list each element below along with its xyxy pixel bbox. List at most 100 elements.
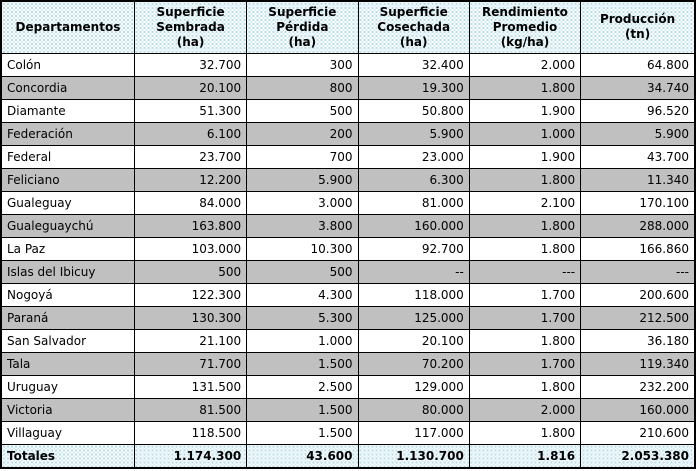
produccion-cell: 232.200 xyxy=(580,374,696,399)
department-cell: Islas del Ibicuy xyxy=(0,259,135,284)
table-row: Gualeguaychú 163.800 3.800 160.000 1.800 288.… xyxy=(0,213,696,238)
rendimiento-cell: 1.700 xyxy=(468,282,582,307)
sembrada-cell: 20.100 xyxy=(133,75,248,100)
department-cell: Nogoyá xyxy=(0,282,135,307)
table-row: Uruguay 131.500 2.500 129.000 1.800 232.200 xyxy=(0,374,696,399)
department-cell: Federal xyxy=(0,144,135,169)
rendimiento-cell: 1.800 xyxy=(468,75,582,100)
sembrada-cell: 6.100 xyxy=(133,121,248,146)
table-row: Paraná 130.300 5.300 125.000 1.700 212.500 xyxy=(0,305,696,330)
produccion-cell: 96.520 xyxy=(580,98,696,123)
sembrada-cell: 500 xyxy=(133,259,248,284)
cosechada-cell: 92.700 xyxy=(357,236,470,261)
rendimiento-cell: 2.100 xyxy=(468,190,582,215)
rendimiento-cell: 2.000 xyxy=(468,52,582,77)
table-row: Islas del Ibicuy 500 500 -- --- --- xyxy=(0,259,696,284)
perdida-cell: 1.500 xyxy=(246,420,359,445)
totals-cosechada-cell: 1.130.700 xyxy=(357,443,470,469)
rendimiento-cell: 1.000 xyxy=(468,121,582,146)
sembrada-cell: 131.500 xyxy=(133,374,248,399)
perdida-cell: 4.300 xyxy=(246,282,359,307)
rendimiento-cell: 1.800 xyxy=(468,167,582,192)
perdida-cell: 300 xyxy=(246,52,359,77)
produccion-cell: 34.740 xyxy=(580,75,696,100)
department-cell: Colón xyxy=(0,52,135,77)
header-produccion: Producción (tn) xyxy=(580,0,696,54)
cosechada-cell: 32.400 xyxy=(357,52,470,77)
perdida-cell: 500 xyxy=(246,98,359,123)
table-row: Federación 6.100 200 5.900 1.000 5.900 xyxy=(0,121,696,146)
produccion-cell: 210.600 xyxy=(580,420,696,445)
produccion-cell: 170.100 xyxy=(580,190,696,215)
sembrada-cell: 71.700 xyxy=(133,351,248,376)
table-row: Colón 32.700 300 32.400 2.000 64.800 xyxy=(0,52,696,77)
table-row: Diamante 51.300 500 50.800 1.900 96.520 xyxy=(0,98,696,123)
table-row: Nogoyá 122.300 4.300 118.000 1.700 200.600 xyxy=(0,282,696,307)
table-row: San Salvador 21.100 1.000 20.100 1.800 36.180 xyxy=(0,328,696,353)
header-superficie-sembrada: Superficie Sembrada (ha) xyxy=(133,0,248,54)
department-cell: Concordia xyxy=(0,75,135,100)
rendimiento-cell: 2.000 xyxy=(468,397,582,422)
totals-label: Totales xyxy=(0,443,135,469)
totals-rendimiento-cell: 1.816 xyxy=(468,443,582,469)
produccion-cell: 119.340 xyxy=(580,351,696,376)
perdida-cell: 3.000 xyxy=(246,190,359,215)
perdida-cell: 800 xyxy=(246,75,359,100)
cosechada-cell: 70.200 xyxy=(357,351,470,376)
cosechada-cell: 6.300 xyxy=(357,167,470,192)
totals-sembrada-cell: 1.174.300 xyxy=(133,443,248,469)
perdida-cell: 1.000 xyxy=(246,328,359,353)
produccion-cell: --- xyxy=(580,259,696,284)
sembrada-cell: 103.000 xyxy=(133,236,248,261)
header-row: Departamentos Superficie Sembrada (ha) S… xyxy=(0,0,696,54)
cosechada-cell: 23.000 xyxy=(357,144,470,169)
header-superficie-cosechada: Superficie Cosechada (ha) xyxy=(357,0,470,54)
produccion-cell: 200.600 xyxy=(580,282,696,307)
sembrada-cell: 23.700 xyxy=(133,144,248,169)
perdida-cell: 500 xyxy=(246,259,359,284)
perdida-cell: 200 xyxy=(246,121,359,146)
perdida-cell: 10.300 xyxy=(246,236,359,261)
perdida-cell: 1.500 xyxy=(246,397,359,422)
produccion-cell: 212.500 xyxy=(580,305,696,330)
perdida-cell: 5.300 xyxy=(246,305,359,330)
rendimiento-cell: 1.800 xyxy=(468,213,582,238)
table-row: Gualeguay 84.000 3.000 81.000 2.100 170.100 xyxy=(0,190,696,215)
sembrada-cell: 32.700 xyxy=(133,52,248,77)
rendimiento-cell: 1.900 xyxy=(468,144,582,169)
produccion-cell: 5.900 xyxy=(580,121,696,146)
perdida-cell: 2.500 xyxy=(246,374,359,399)
cosechada-cell: 125.000 xyxy=(357,305,470,330)
sembrada-cell: 84.000 xyxy=(133,190,248,215)
produccion-cell: 64.800 xyxy=(580,52,696,77)
perdida-cell: 3.800 xyxy=(246,213,359,238)
totals-row: Totales 1.174.300 43.600 1.130.700 1.816… xyxy=(0,443,696,469)
header-departamentos: Departamentos xyxy=(0,0,135,54)
cosechada-cell: -- xyxy=(357,259,470,284)
cosechada-cell: 5.900 xyxy=(357,121,470,146)
cosechada-cell: 118.000 xyxy=(357,282,470,307)
sembrada-cell: 122.300 xyxy=(133,282,248,307)
department-cell: Villaguay xyxy=(0,420,135,445)
cosechada-cell: 81.000 xyxy=(357,190,470,215)
header-superficie-perdida: Superficie Pérdida (ha) xyxy=(246,0,359,54)
sembrada-cell: 12.200 xyxy=(133,167,248,192)
produccion-cell: 43.700 xyxy=(580,144,696,169)
rendimiento-cell: 1.900 xyxy=(468,98,582,123)
table-row: La Paz 103.000 10.300 92.700 1.800 166.860 xyxy=(0,236,696,261)
table-row: Concordia 20.100 800 19.300 1.800 34.740 xyxy=(0,75,696,100)
rendimiento-cell: 1.800 xyxy=(468,236,582,261)
cosechada-cell: 160.000 xyxy=(357,213,470,238)
rendimiento-cell: 1.800 xyxy=(468,328,582,353)
produccion-cell: 36.180 xyxy=(580,328,696,353)
department-cell: Tala xyxy=(0,351,135,376)
department-cell: Victoria xyxy=(0,397,135,422)
produccion-cell: 160.000 xyxy=(580,397,696,422)
perdida-cell: 1.500 xyxy=(246,351,359,376)
rendimiento-cell: 1.800 xyxy=(468,420,582,445)
rendimiento-cell: 1.800 xyxy=(468,374,582,399)
cosechada-cell: 19.300 xyxy=(357,75,470,100)
produccion-cell: 288.000 xyxy=(580,213,696,238)
cosechada-cell: 80.000 xyxy=(357,397,470,422)
